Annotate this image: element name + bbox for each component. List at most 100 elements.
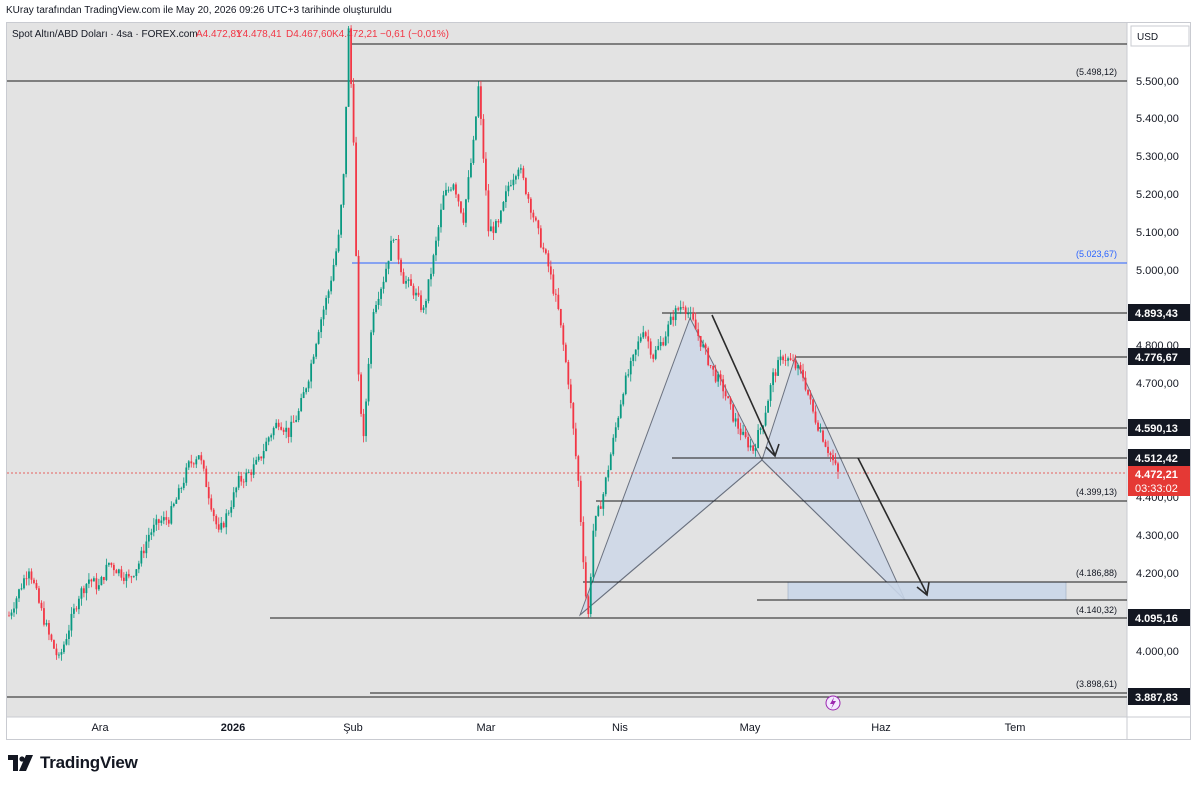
candle-down[interactable]	[410, 279, 412, 286]
candle-down[interactable]	[737, 418, 740, 429]
candle-down[interactable]	[704, 344, 707, 349]
candle-down[interactable]	[532, 212, 535, 218]
candle-down[interactable]	[807, 389, 809, 395]
badge-box[interactable]	[1128, 688, 1190, 705]
candle-up[interactable]	[137, 563, 140, 570]
candle-up[interactable]	[385, 268, 387, 282]
candle-down[interactable]	[542, 247, 545, 250]
candle-up[interactable]	[195, 459, 198, 465]
candle-up[interactable]	[452, 184, 455, 190]
candle-down[interactable]	[455, 184, 457, 195]
candle-up[interactable]	[769, 385, 772, 401]
candle-down[interactable]	[552, 274, 555, 294]
candle-up[interactable]	[437, 227, 440, 241]
candle-down[interactable]	[587, 596, 590, 615]
candle-up[interactable]	[607, 469, 610, 478]
candle-up[interactable]	[140, 550, 143, 564]
candle-down[interactable]	[35, 583, 38, 589]
candle-up[interactable]	[97, 585, 100, 590]
candle-down[interactable]	[207, 487, 210, 499]
candle-up[interactable]	[467, 177, 470, 200]
candle-up[interactable]	[315, 343, 318, 357]
candle-up[interactable]	[415, 292, 417, 296]
candle-down[interactable]	[739, 428, 742, 435]
candle-down[interactable]	[567, 362, 570, 385]
candle-up[interactable]	[589, 576, 592, 615]
candle-down[interactable]	[112, 564, 115, 571]
candle-down[interactable]	[814, 411, 817, 423]
candle-up[interactable]	[702, 344, 705, 347]
arrow-down-2[interactable]	[857, 457, 930, 597]
candle-up[interactable]	[664, 336, 667, 346]
candle-down[interactable]	[774, 372, 777, 376]
candle-up[interactable]	[634, 349, 637, 355]
candle-up[interactable]	[370, 332, 372, 364]
candle-down[interactable]	[822, 430, 824, 442]
candle-up[interactable]	[819, 430, 822, 432]
candle-up[interactable]	[45, 623, 48, 625]
candle-down[interactable]	[557, 294, 560, 309]
candle-up[interactable]	[447, 189, 450, 191]
candle-down[interactable]	[120, 569, 123, 578]
candle-up[interactable]	[335, 251, 338, 265]
candle-up[interactable]	[10, 612, 13, 616]
candle-up[interactable]	[337, 234, 340, 252]
candle-down[interactable]	[352, 83, 355, 143]
candle-up[interactable]	[390, 240, 392, 261]
candle-down[interactable]	[692, 312, 695, 320]
candle-up[interactable]	[300, 398, 303, 412]
candle-up[interactable]	[470, 163, 472, 178]
candle-up[interactable]	[23, 578, 25, 589]
candle-up[interactable]	[367, 363, 370, 402]
candle-up[interactable]	[187, 461, 190, 468]
candle-up[interactable]	[88, 579, 90, 584]
candle-up[interactable]	[597, 506, 600, 516]
candle-up[interactable]	[632, 354, 635, 362]
candle-down[interactable]	[8, 615, 10, 617]
candle-down[interactable]	[350, 28, 352, 84]
badge-box[interactable]	[1128, 304, 1190, 321]
candle-up[interactable]	[107, 562, 110, 565]
candle-up[interactable]	[427, 279, 430, 302]
plot-area[interactable]	[7, 23, 1127, 717]
candle-up[interactable]	[422, 307, 425, 311]
candle-up[interactable]	[759, 428, 762, 430]
candle-up[interactable]	[432, 255, 435, 274]
candle-down[interactable]	[817, 422, 819, 431]
candle-up[interactable]	[517, 169, 520, 177]
candle-up[interactable]	[125, 574, 128, 581]
candle-down[interactable]	[53, 640, 55, 649]
candle-up[interactable]	[657, 345, 660, 350]
candle-up[interactable]	[425, 301, 427, 308]
candle-down[interactable]	[127, 574, 130, 577]
candle-down[interactable]	[122, 577, 125, 581]
candle-up[interactable]	[270, 435, 273, 438]
candle-down[interactable]	[827, 446, 829, 453]
badge-box[interactable]	[1128, 449, 1190, 466]
projection-arrows[interactable]	[711, 314, 930, 597]
candle-down[interactable]	[43, 608, 45, 625]
candle-up[interactable]	[749, 445, 752, 448]
candle-up[interactable]	[382, 281, 385, 289]
candle-up[interactable]	[15, 598, 18, 609]
candle-down[interactable]	[30, 571, 33, 580]
candle-down[interactable]	[694, 319, 697, 330]
candle-down[interactable]	[292, 421, 295, 423]
candle-up[interactable]	[145, 541, 148, 554]
candle-down[interactable]	[577, 456, 580, 481]
candle-up[interactable]	[654, 349, 657, 359]
candle-down[interactable]	[33, 579, 35, 584]
candle-up[interactable]	[177, 488, 180, 500]
candle-down[interactable]	[527, 193, 530, 199]
candle-up[interactable]	[465, 199, 467, 223]
candle-up[interactable]	[679, 306, 682, 310]
candle-down[interactable]	[712, 365, 715, 370]
candle-up[interactable]	[182, 482, 185, 489]
candle-down[interactable]	[90, 579, 93, 582]
candle-down[interactable]	[837, 463, 839, 472]
candle-down[interactable]	[102, 577, 105, 581]
candle-up[interactable]	[295, 420, 298, 422]
candle-up[interactable]	[85, 583, 88, 594]
price-badges[interactable]: 4.893,43 4.776,67 4.590,13 4.512,42 4.47…	[1128, 304, 1190, 705]
candle-down[interactable]	[649, 341, 652, 355]
